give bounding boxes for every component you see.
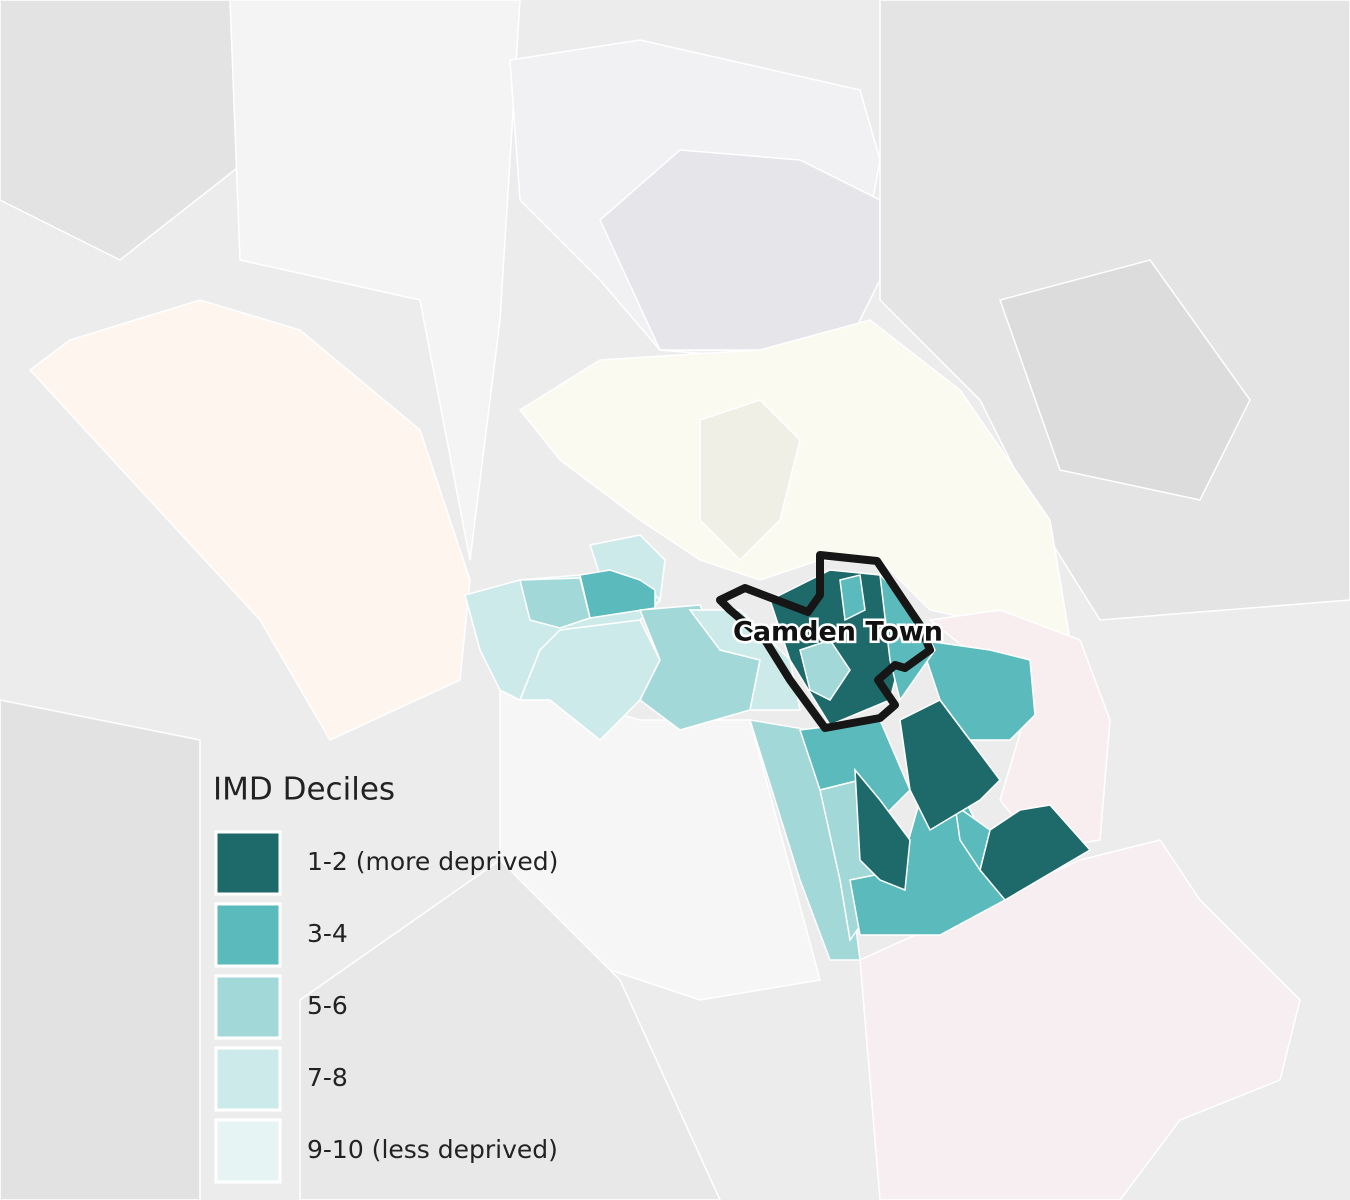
legend-title: IMD Deciles xyxy=(213,772,395,808)
area xyxy=(229,0,521,561)
legend-label: 1-2 (more deprived) xyxy=(307,847,558,876)
legend-label: 9-10 (less deprived) xyxy=(307,1135,558,1164)
legend: 1-2 (more deprived) 3-4 5-6 7-8 9-10 (less d… xyxy=(214,830,558,1184)
deprivation-areas xyxy=(464,534,1092,961)
area xyxy=(928,609,1111,851)
area xyxy=(859,839,1301,1200)
legend-swatch xyxy=(214,974,282,1040)
area xyxy=(799,639,851,701)
area xyxy=(954,803,991,872)
area xyxy=(839,574,866,622)
area xyxy=(918,639,1036,741)
area xyxy=(688,609,801,711)
legend-label: 5-6 xyxy=(307,991,348,1020)
area xyxy=(28,299,471,741)
area xyxy=(519,577,591,629)
area xyxy=(854,767,911,892)
legend-label: 7-8 xyxy=(307,1063,348,1092)
area xyxy=(999,259,1251,501)
area-outline xyxy=(716,551,934,732)
legend-swatch xyxy=(214,1118,282,1184)
area xyxy=(699,399,801,562)
area xyxy=(518,619,661,742)
legend-swatch xyxy=(214,902,282,968)
area xyxy=(299,859,721,1200)
legend-swatch xyxy=(214,1046,282,1112)
area xyxy=(0,699,201,1200)
legend-swatch xyxy=(214,830,282,896)
legend-label: 3-4 xyxy=(307,919,348,948)
area xyxy=(0,0,261,261)
place-label: Camden Town xyxy=(733,617,943,648)
area xyxy=(518,319,1071,641)
